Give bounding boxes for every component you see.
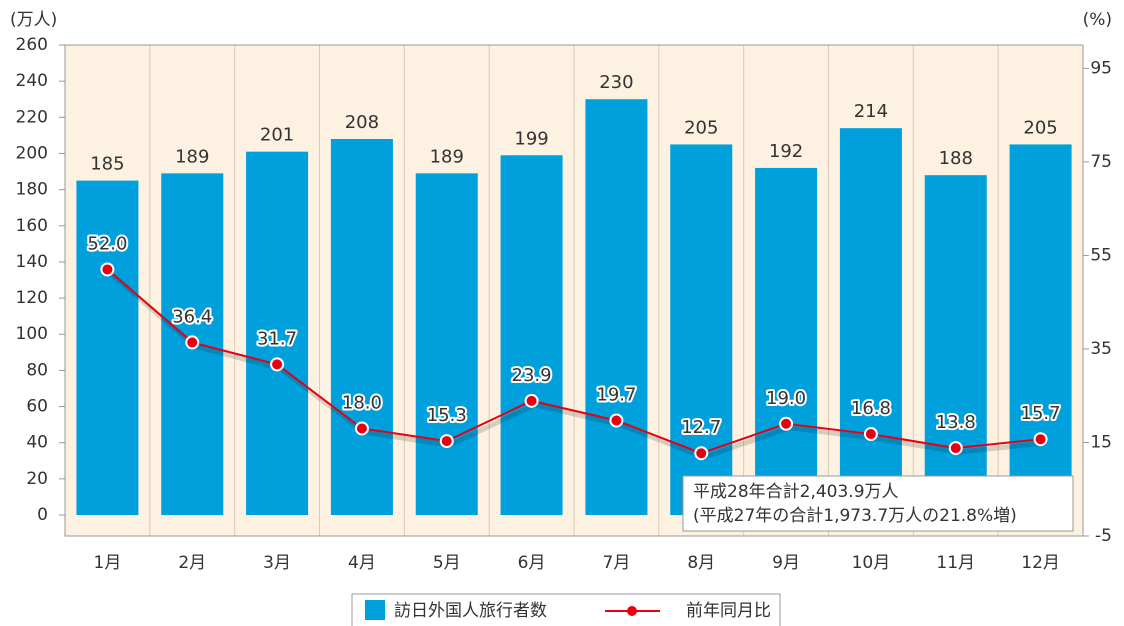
- x-tick-label: 9月: [772, 553, 800, 573]
- line-point: [609, 413, 624, 428]
- x-tick-label: 2月: [178, 553, 206, 573]
- bar-value-label: 214: [854, 101, 888, 122]
- y2-tick-label: 55: [1090, 245, 1112, 265]
- bar: [1009, 144, 1072, 516]
- line-point: [354, 421, 369, 436]
- bar-value-label: 230: [599, 72, 633, 93]
- line-value-label: 19.7: [596, 384, 636, 405]
- line-point: [100, 262, 115, 277]
- bar-value-label: 199: [514, 128, 548, 149]
- y-tick-label: 100: [16, 324, 48, 344]
- line-value-label: 36.4: [172, 306, 212, 327]
- bar-value-label: 205: [684, 117, 718, 138]
- bar-value-label: 188: [939, 148, 973, 169]
- bar: [415, 173, 478, 516]
- line-point: [779, 416, 794, 431]
- bar-value-label: 208: [345, 112, 379, 133]
- plot-border: [64, 44, 1084, 537]
- line-value-label: 23.9: [512, 365, 552, 386]
- line-point: [1033, 432, 1048, 447]
- bar-value-label: 185: [90, 154, 124, 175]
- y2-tick-label: 75: [1090, 152, 1112, 172]
- line-value-label: 52.0: [87, 233, 127, 254]
- y-tick-label: 80: [26, 360, 48, 380]
- bar: [585, 99, 648, 516]
- bar: [755, 167, 818, 516]
- bar: [924, 175, 987, 516]
- annotation: (平成27年の合計1,973.7万人の21.8%増): [693, 506, 1017, 526]
- bar: [330, 139, 393, 516]
- x-tick-label: 1月: [94, 553, 122, 573]
- line-value-label: 19.0: [766, 388, 806, 409]
- x-tick-label: 11月: [936, 553, 975, 573]
- line-point: [270, 357, 285, 372]
- legend-label: 訪日外国人旅行者数: [394, 601, 547, 621]
- line-point: [863, 427, 878, 442]
- bar: [246, 151, 309, 516]
- line-value-label: 15.7: [1021, 403, 1061, 424]
- legend-swatch: [365, 600, 385, 620]
- y2-tick-label: 35: [1090, 339, 1112, 359]
- line-point: [948, 441, 963, 456]
- x-tick-label: 6月: [518, 553, 546, 573]
- line-value-label: 15.3: [427, 405, 467, 426]
- y2-tick-label: 95: [1090, 58, 1112, 78]
- bar: [76, 180, 139, 516]
- bar-value-label: 192: [769, 141, 803, 162]
- annotation: 平成28年合計2,403.9万人: [693, 482, 899, 502]
- legend-label: 前年同月比: [686, 601, 771, 621]
- y-tick-label: 60: [26, 397, 48, 417]
- bar: [500, 155, 563, 516]
- x-tick-label: 8月: [687, 553, 715, 573]
- line-value-label: 12.7: [681, 417, 721, 438]
- line-point: [694, 446, 709, 461]
- legend-box: [351, 593, 781, 626]
- x-tick-label: 4月: [348, 553, 376, 573]
- x-tick-label: 10月: [852, 553, 891, 573]
- y-tick-label: 120: [16, 288, 48, 308]
- x-tick-label: 7月: [603, 553, 631, 573]
- y-tick-label: 180: [16, 180, 48, 200]
- y-tick-label: 160: [16, 216, 48, 236]
- y-tick-label: 220: [16, 107, 48, 127]
- y-tick-label: 0: [37, 505, 48, 525]
- y-tick-label: 200: [16, 143, 48, 163]
- annotation-box: [682, 475, 1074, 532]
- bar-value-label: 189: [430, 146, 464, 167]
- y2-axis-label: (%): [1083, 10, 1112, 30]
- line-value-label: 31.7: [257, 328, 297, 349]
- y2-tick-label: -5: [1095, 526, 1112, 546]
- y-tick-label: 240: [16, 71, 48, 91]
- line-value-label: 16.8: [851, 398, 891, 419]
- y-tick-label: 140: [16, 252, 48, 272]
- y-axis-label: (万人): [10, 10, 57, 30]
- y-tick-label: 20: [26, 469, 48, 489]
- line-value-label: 13.8: [936, 412, 976, 433]
- bar-value-label: 189: [175, 146, 209, 167]
- legend-marker: [627, 606, 637, 616]
- line: [106, 268, 1041, 455]
- x-tick-label: 3月: [263, 553, 291, 573]
- bar-value-label: 201: [260, 125, 294, 146]
- x-tick-label: 12月: [1021, 553, 1060, 573]
- line-shadow: [108, 271, 1044, 460]
- line-value-label: 18.0: [342, 392, 382, 413]
- line-point: [524, 393, 539, 408]
- line-point: [439, 434, 454, 449]
- bar: [839, 128, 902, 516]
- y2-tick-label: 15: [1090, 432, 1112, 452]
- y-tick-label: 40: [26, 433, 48, 453]
- line-point: [185, 335, 200, 350]
- y-tick-label: 260: [16, 35, 48, 55]
- x-tick-label: 5月: [433, 553, 461, 573]
- bar-value-label: 205: [1023, 117, 1057, 138]
